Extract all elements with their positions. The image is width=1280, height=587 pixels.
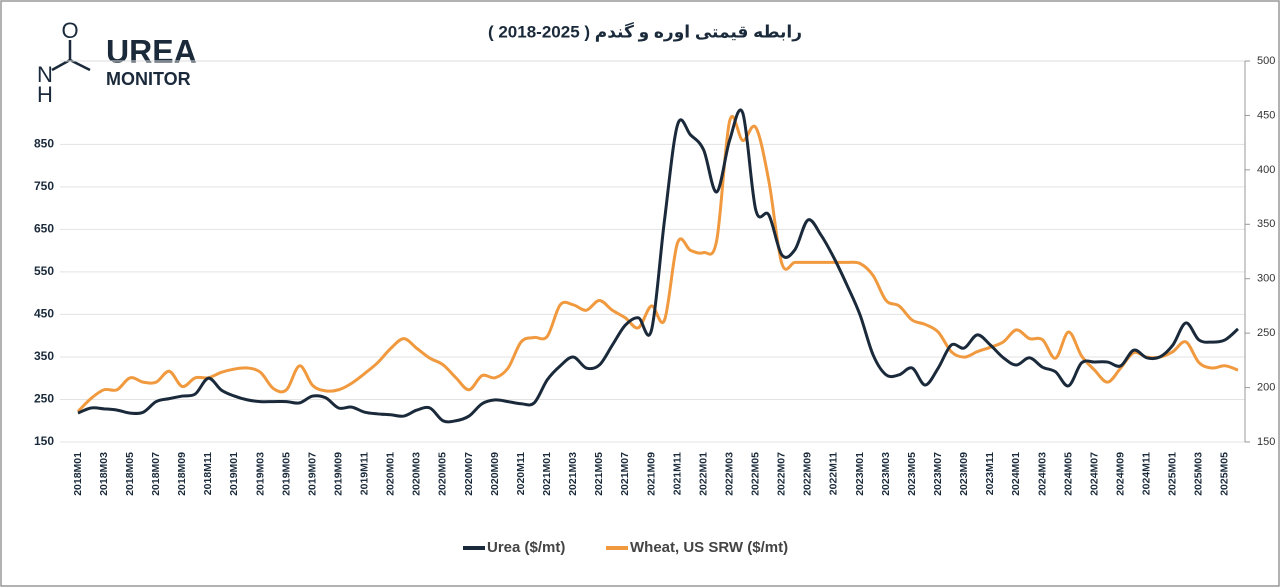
x-tick-label: 2019M07 — [306, 452, 318, 496]
x-tick-label: 2022M11 — [828, 452, 840, 495]
logo-atom: N — [37, 62, 53, 87]
x-tick-label: 2019M01 — [228, 452, 240, 496]
x-tick-label: 2024M07 — [1088, 452, 1100, 496]
x-tick-label: 2022M01 — [697, 452, 709, 496]
chart-title: رابطه قیمتی اوره و گندم ( 2025-2018 ) — [488, 21, 802, 42]
x-tick-label: 2023M05 — [906, 452, 918, 496]
y2-tick-label: 350 — [1257, 218, 1275, 230]
x-tick-label: 2022M05 — [750, 452, 762, 496]
x-tick-label: 2024M01 — [1010, 452, 1022, 496]
y2-tick-label: 500 — [1257, 55, 1275, 67]
x-tick-label: 2019M03 — [254, 452, 266, 496]
y-tick-label: 350 — [34, 349, 54, 363]
series-line — [77, 108, 1240, 424]
y-tick-label: 750 — [34, 179, 54, 193]
x-tick-label: 2019M09 — [332, 452, 344, 496]
y2-tick-label: 200 — [1257, 381, 1275, 393]
x-tick-label: 2020M01 — [385, 452, 397, 496]
x-tick-label: 2020M05 — [437, 452, 449, 496]
x-tick-label: 2019M11 — [359, 452, 371, 495]
x-tick-label: 2022M03 — [723, 452, 735, 496]
y-tick-label: 550 — [34, 264, 54, 278]
logo-atom: O — [61, 18, 78, 43]
y-tick-label: 450 — [34, 307, 54, 321]
logo-atom: H — [37, 82, 53, 107]
x-tick-label: 2023M07 — [932, 452, 944, 496]
x-tick-label: 2020M09 — [489, 452, 501, 496]
y-tick-label: 850 — [34, 137, 54, 151]
x-tick-label: 2018M01 — [72, 452, 84, 496]
y2-tick-label: 300 — [1257, 273, 1275, 285]
x-tick-label: 2021M03 — [567, 452, 579, 496]
x-tick-label: 2021M05 — [593, 452, 605, 496]
legend-label: Urea ($/mt) — [487, 539, 565, 556]
x-tick-label: 2018M07 — [150, 452, 162, 496]
series-line — [76, 115, 1239, 413]
x-tick-label: 2018M09 — [176, 452, 188, 496]
logo-bond — [69, 58, 91, 72]
x-tick-label: 2021M07 — [619, 452, 631, 496]
x-tick-label: 2022M09 — [802, 452, 814, 496]
x-tick-label: 2020M03 — [411, 452, 423, 496]
logo-text: MONITOR — [106, 69, 191, 89]
y-tick-label: 250 — [34, 392, 54, 406]
y-tick-label: 650 — [34, 222, 54, 236]
y2-tick-label: 400 — [1257, 164, 1275, 176]
x-tick-label: 2023M09 — [958, 452, 970, 496]
logo-bond — [51, 58, 71, 72]
x-tick-label: 2024M05 — [1062, 452, 1074, 496]
x-tick-label: 2021M09 — [645, 452, 657, 496]
logo: O N H UREA MONITOR — [37, 18, 197, 107]
x-tick-label: 2019M05 — [280, 452, 292, 496]
x-tick-label: 2023M11 — [984, 452, 996, 495]
x-tick-label: 2023M01 — [854, 452, 866, 496]
x-tick-label: 2024M03 — [1036, 452, 1048, 496]
x-tick-label: 2020M07 — [463, 452, 475, 496]
x-tick-label: 2025M05 — [1219, 452, 1231, 496]
y2-tick-label: 250 — [1257, 327, 1275, 339]
x-tick-label: 2025M01 — [1167, 452, 1179, 496]
x-tick-label: 2025M03 — [1193, 452, 1205, 496]
y2-tick-label: 450 — [1257, 109, 1275, 121]
x-tick-label: 2018M11 — [202, 452, 214, 495]
x-tick-label: 2018M03 — [98, 452, 110, 496]
x-tick-label: 2021M11 — [671, 452, 683, 495]
x-tick-label: 2022M07 — [776, 452, 788, 496]
x-tick-label: 2018M05 — [124, 452, 136, 496]
x-tick-label: 2021M01 — [541, 452, 553, 496]
x-tick-label: 2023M03 — [880, 452, 892, 496]
logo-text: UREA — [106, 33, 197, 69]
legend-label: Wheat, US SRW ($/mt) — [630, 539, 788, 556]
y-tick-label: 150 — [34, 434, 54, 448]
y2-tick-label: 150 — [1257, 436, 1275, 448]
x-tick-label: 2024M09 — [1114, 452, 1126, 496]
x-tick-label: 2020M11 — [515, 452, 527, 495]
x-tick-label: 2024M11 — [1141, 452, 1153, 495]
